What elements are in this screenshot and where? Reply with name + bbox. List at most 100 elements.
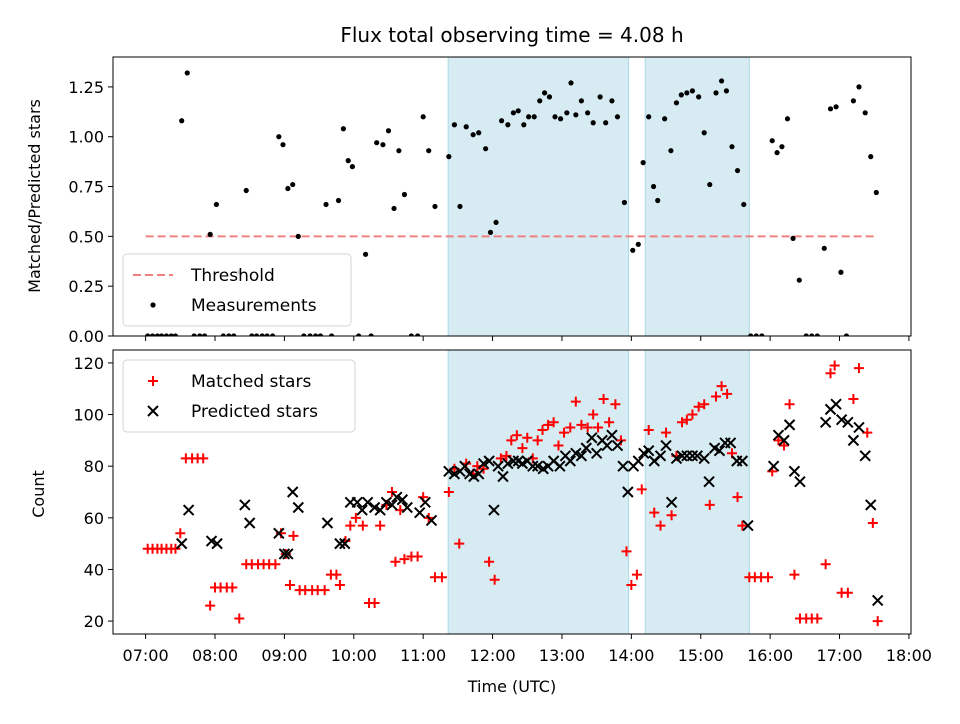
predicted-star-point <box>575 450 588 462</box>
measurement-point <box>220 333 226 336</box>
predicted-star-point <box>287 486 299 498</box>
measurement-point <box>172 333 179 336</box>
measurement-point <box>510 110 516 116</box>
predicted-star-point <box>570 447 582 459</box>
measurement-point <box>814 333 820 336</box>
matched-star-point <box>711 391 722 402</box>
x-tick-label: 18:00 <box>886 646 932 665</box>
measurement-point <box>753 333 759 336</box>
measurement-point <box>323 201 329 208</box>
top-y-axis-label: Matched/Predicted stars <box>25 99 44 293</box>
matched-star-point <box>454 538 465 549</box>
measurement-point <box>374 140 380 146</box>
measurement-point <box>179 118 185 124</box>
measurement-point <box>285 185 291 192</box>
measurement-point <box>542 90 548 96</box>
measurement-point <box>630 247 636 253</box>
measurement-point <box>718 78 725 84</box>
predicted-star-point <box>356 504 368 516</box>
predicted-star-point <box>334 537 346 550</box>
measurement-point <box>515 108 521 114</box>
matched-star-point <box>681 414 692 425</box>
measurement-point <box>769 138 775 144</box>
matched-star-point <box>357 520 368 531</box>
measurement-point <box>420 114 426 120</box>
matched-star-point <box>763 572 774 583</box>
measurement-point <box>635 241 641 247</box>
matched-star-point <box>867 517 878 528</box>
measurement-point <box>748 333 754 336</box>
matched-star-point <box>666 510 677 521</box>
matched-star-point <box>205 600 216 611</box>
y-tick-label: 40 <box>84 560 104 579</box>
measurement-point <box>521 122 527 128</box>
observing-window-1 <box>447 56 630 337</box>
matched-star-point <box>553 440 564 451</box>
matched-star-point <box>853 363 864 374</box>
measurement-point <box>741 201 747 208</box>
measurement-point <box>868 154 874 160</box>
measurement-point <box>689 88 696 94</box>
predicted-star-point <box>865 499 877 511</box>
predicted-star-point <box>531 460 544 472</box>
matched-star-point <box>375 520 386 531</box>
matched-star-point <box>532 435 543 446</box>
measurement-point <box>779 144 785 150</box>
measurement-point <box>862 110 868 116</box>
x-axis-label: Time (UTC) <box>467 677 556 696</box>
matched-star-point <box>576 419 587 430</box>
measurement-point <box>463 124 469 130</box>
measurement-point <box>573 112 579 118</box>
measurement-point <box>207 231 213 237</box>
matched-star-point <box>621 546 632 557</box>
measurement-point <box>668 148 674 154</box>
predicted-star-point <box>282 548 294 560</box>
predicted-star-point <box>742 519 754 532</box>
matched-star-point <box>543 419 554 430</box>
measurement-point <box>487 229 494 235</box>
legend: Matched stars Predicted stars <box>122 359 356 433</box>
measurement-point <box>759 333 765 336</box>
measurement-point <box>356 333 362 336</box>
measurement-point <box>603 120 609 126</box>
measurement-point <box>655 197 661 204</box>
measurement-point <box>432 203 438 210</box>
predicted-star-point <box>507 455 520 467</box>
legend-predicted-swatch <box>147 405 159 417</box>
matched-star-point <box>825 368 836 379</box>
measurement-point <box>197 333 203 336</box>
measurement-point <box>796 277 802 283</box>
predicted-star-point <box>665 496 678 509</box>
measurement-point <box>585 110 591 116</box>
matched-star-point <box>631 569 642 580</box>
matched-star-point <box>570 396 581 407</box>
predicted-star-point <box>339 537 351 550</box>
measurement-point <box>707 181 713 188</box>
x-tick-label: 10:00 <box>331 646 377 665</box>
predicted-star-point <box>580 442 592 454</box>
measurement-point <box>290 181 296 188</box>
y-tick-label: 0.75 <box>68 178 104 197</box>
matched-star-point <box>704 499 715 510</box>
matched-star-point <box>175 528 186 539</box>
measurement-point <box>498 118 505 124</box>
matched-star-point <box>773 435 784 446</box>
matched-star-point <box>537 425 548 436</box>
predicted-star-point <box>703 475 715 488</box>
matched-star-point <box>284 579 295 590</box>
matched-star-point <box>319 585 330 596</box>
measurement-point <box>317 333 324 336</box>
predicted-star-point <box>488 504 500 516</box>
predicted-star-point <box>686 450 699 462</box>
predicted-star-point <box>497 470 509 483</box>
measurement-point <box>163 333 170 336</box>
measurement-point <box>457 203 463 210</box>
y-tick-label: 20 <box>84 612 104 631</box>
matched-star-point <box>399 554 410 565</box>
measurement-point <box>307 333 313 336</box>
measurement-point <box>803 333 809 336</box>
measurement-point <box>590 120 596 126</box>
predicted-star-point <box>871 594 884 607</box>
measurement-point <box>552 114 558 120</box>
matched-star-point <box>598 394 609 405</box>
